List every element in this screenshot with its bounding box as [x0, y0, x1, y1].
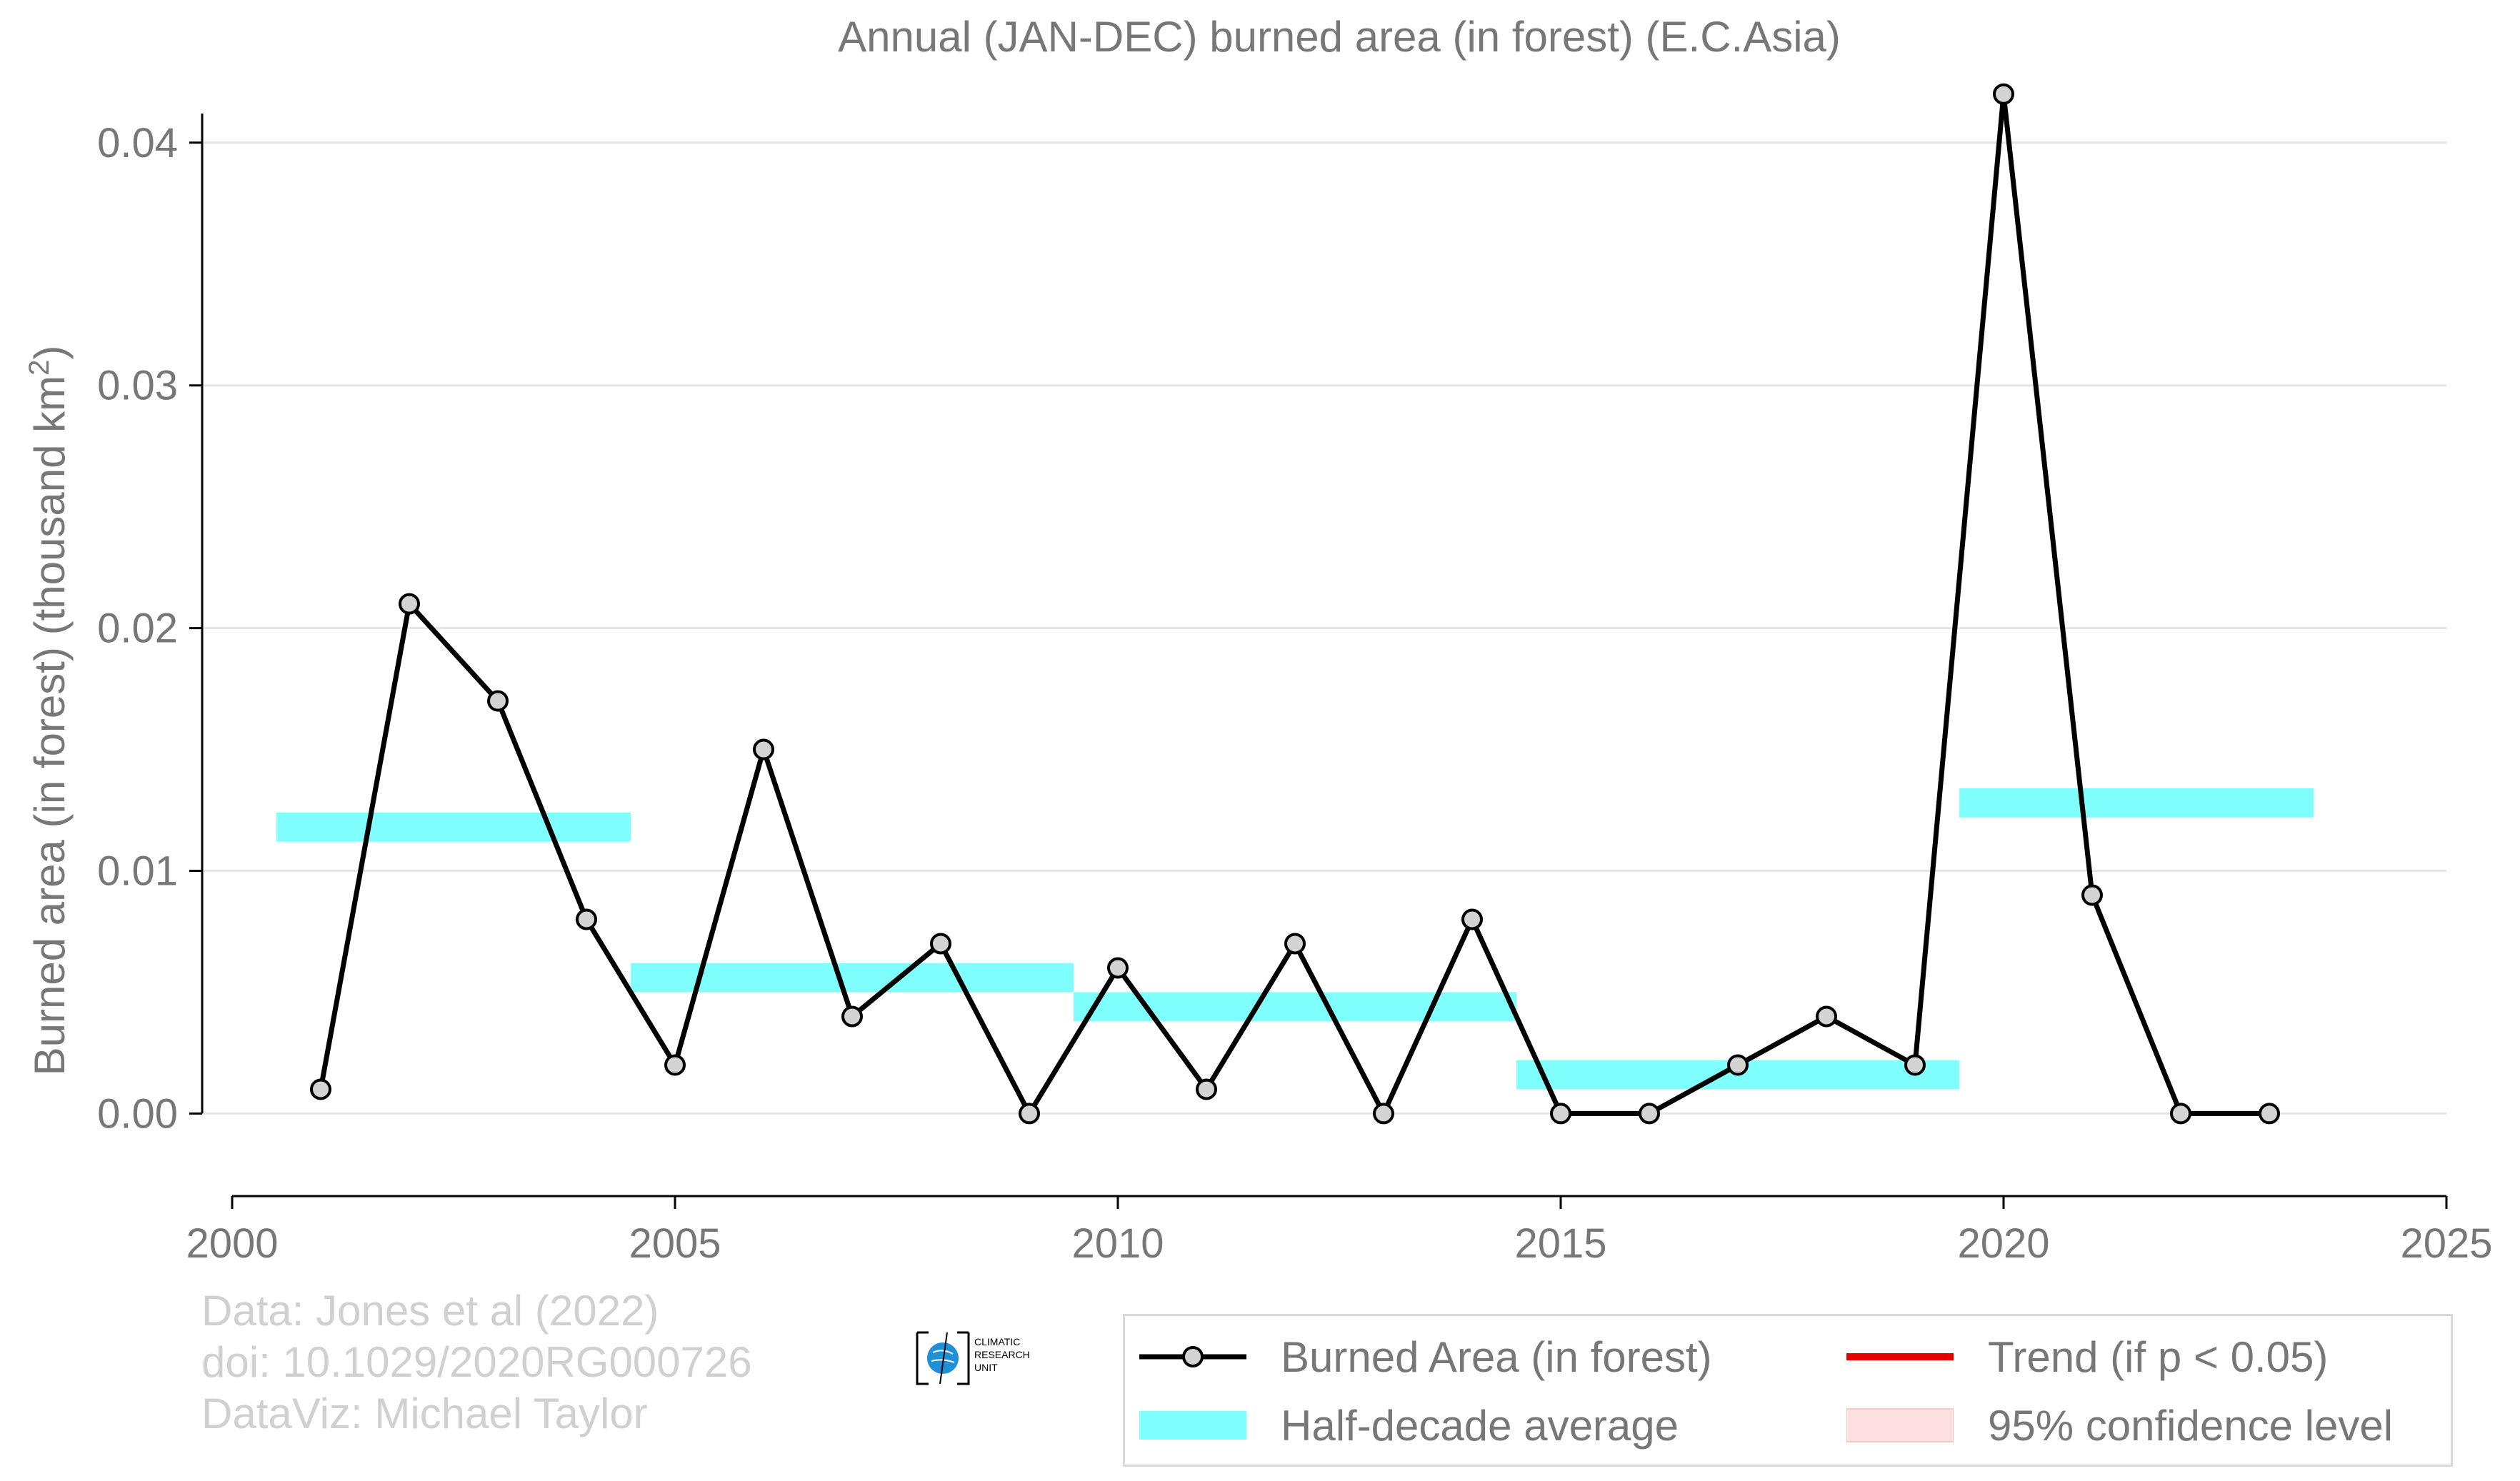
legend-item-confidence: 95% confidence level — [1846, 1393, 2393, 1457]
half-decade-average-bars — [276, 788, 2314, 1090]
credit-data-source: Data: Jones et al (2022) — [201, 1287, 659, 1335]
data-point — [2259, 1103, 2280, 1125]
data-point — [1816, 1005, 1837, 1028]
x-tick-label: 2020 — [1957, 1220, 2049, 1267]
svg-text:UNIT: UNIT — [974, 1362, 998, 1373]
legend-confidence-band-icon — [1846, 1408, 1954, 1442]
y-tick-label: 0.00 — [97, 1090, 178, 1137]
chart-legend: Burned Area (in forest) Trend (if p < 0.… — [1123, 1314, 2453, 1467]
data-point — [1639, 1103, 1660, 1125]
y-axis-label-close: ) — [26, 346, 74, 360]
data-point — [753, 738, 774, 760]
legend-label-burned-area: Burned Area (in forest) — [1281, 1332, 1712, 1381]
x-tick-label: 2005 — [629, 1220, 721, 1267]
data-point — [310, 1078, 331, 1100]
data-point — [576, 908, 597, 930]
legend-item-trend: Trend (if p < 0.05) — [1846, 1325, 2328, 1389]
axes — [189, 113, 2448, 1209]
x-tick-label: 2000 — [186, 1220, 278, 1267]
burned-area-series — [310, 83, 2280, 1125]
data-point — [2170, 1103, 2191, 1125]
data-point — [1993, 83, 2014, 105]
y-tick-label: 0.04 — [97, 120, 178, 166]
svg-text:CLIMATIC: CLIMATIC — [974, 1336, 1020, 1347]
chart-title: Annual (JAN-DEC) burned area (in forest)… — [838, 13, 1841, 61]
data-point — [1019, 1103, 1040, 1125]
data-point — [1196, 1078, 1217, 1100]
data-point — [1904, 1054, 1926, 1076]
data-point — [1373, 1103, 1394, 1125]
data-point — [2081, 884, 2103, 906]
cru-logo: CLIMATIC RESEARCH UNIT — [916, 1331, 1030, 1385]
y-tick-label: 0.02 — [97, 606, 178, 652]
tick-labels: 0.00 0.01 0.02 0.03 0.04 2000 2005 2010 2015 2020… — [97, 120, 2492, 1267]
legend-label-confidence: 95% confidence level — [1988, 1401, 2394, 1450]
credit-doi: doi: 10.1029/2020RG000726 — [201, 1338, 752, 1386]
data-point — [1107, 957, 1129, 979]
data-point — [664, 1054, 686, 1076]
data-credits: Data: Jones et al (2022) doi: 10.1029/20… — [201, 1285, 752, 1440]
legend-label-trend: Trend (if p < 0.05) — [1988, 1332, 2329, 1381]
data-point — [930, 933, 951, 955]
legend-label-half-decade: Half-decade average — [1281, 1401, 1679, 1450]
legend-item-burned-area: Burned Area (in forest) — [1139, 1325, 1712, 1389]
legend-cyan-band-icon — [1139, 1411, 1246, 1440]
data-point — [1550, 1103, 1571, 1125]
half-decade-bar — [276, 812, 631, 842]
y-tick-label: 0.03 — [97, 363, 178, 409]
data-point — [399, 593, 420, 615]
svg-text:RESEARCH: RESEARCH — [974, 1349, 1030, 1360]
legend-line-marker-icon — [1139, 1346, 1246, 1367]
y-axis-label: Burned area (in forest) (thousand km2) — [24, 346, 74, 1076]
credit-dataviz: DataViz: Michael Taylor — [201, 1390, 648, 1437]
series-line-path — [318, 91, 2269, 1116]
data-point — [1727, 1054, 1749, 1076]
y-tick-label: 0.01 — [97, 848, 178, 895]
data-point — [841, 1005, 863, 1028]
x-tick-label: 2010 — [1071, 1220, 1164, 1267]
legend-item-half-decade: Half-decade average — [1139, 1393, 1679, 1457]
data-point — [1461, 908, 1483, 930]
x-tick-label: 2025 — [2400, 1220, 2492, 1267]
x-tick-label: 2015 — [1514, 1220, 1606, 1267]
gridlines — [204, 141, 2446, 1115]
legend-trend-line-icon — [1846, 1353, 1954, 1360]
y-axis-label-main: Burned area (in forest) (thousand km — [26, 376, 74, 1075]
data-point — [1284, 933, 1306, 955]
y-axis-label-superscript: 2 — [24, 360, 55, 376]
half-decade-bar — [1959, 788, 2314, 818]
data-point — [487, 690, 509, 712]
